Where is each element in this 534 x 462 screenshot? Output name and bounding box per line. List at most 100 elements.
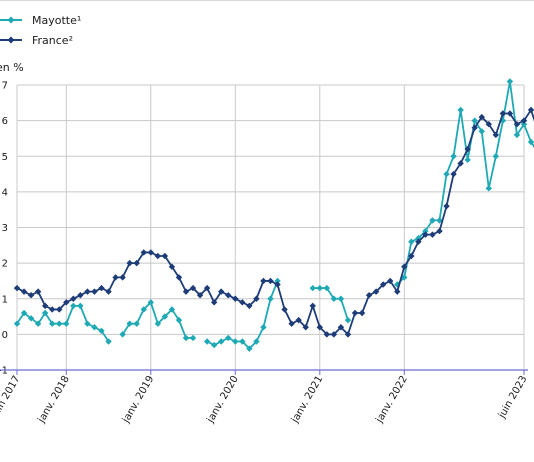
data-point xyxy=(161,313,169,320)
data-point xyxy=(471,124,478,131)
data-point xyxy=(422,227,429,235)
data-point xyxy=(478,113,485,121)
data-point xyxy=(126,320,133,327)
data-point xyxy=(34,320,42,327)
y-unit-label: en % xyxy=(0,61,24,74)
data-point xyxy=(281,306,288,313)
data-point xyxy=(330,331,338,338)
legend: Mayotte¹ France² xyxy=(0,14,81,47)
data-point xyxy=(450,170,457,178)
data-point xyxy=(372,288,380,295)
data-point xyxy=(506,110,514,117)
data-point xyxy=(63,320,70,327)
data-point xyxy=(84,320,91,327)
data-point xyxy=(415,238,422,245)
data-point xyxy=(41,309,49,317)
data-point xyxy=(203,284,211,292)
data-point xyxy=(246,345,253,352)
data-point xyxy=(133,320,140,327)
legend-label-france: France² xyxy=(32,34,73,47)
data-point xyxy=(492,131,500,139)
data-point xyxy=(316,324,323,331)
data-point xyxy=(457,106,464,114)
data-point xyxy=(168,263,176,270)
data-point xyxy=(274,277,281,285)
data-point xyxy=(527,138,534,146)
data-point xyxy=(210,341,218,349)
data-point xyxy=(154,252,162,260)
data-point xyxy=(20,288,28,295)
data-point xyxy=(429,231,436,238)
data-point xyxy=(365,291,373,299)
data-point xyxy=(161,252,169,260)
data-point xyxy=(77,291,84,299)
data-point xyxy=(464,145,471,153)
data-point xyxy=(189,334,197,342)
data-point xyxy=(436,217,443,224)
data-point xyxy=(119,331,126,338)
data-point xyxy=(91,288,98,295)
data-point xyxy=(175,274,183,281)
data-point xyxy=(443,202,450,210)
data-point xyxy=(154,320,162,327)
data-point xyxy=(457,160,464,167)
data-point xyxy=(56,306,63,313)
data-point xyxy=(492,153,500,160)
data-point xyxy=(513,131,521,139)
data-point xyxy=(422,231,429,238)
data-point xyxy=(147,249,154,256)
data-point xyxy=(218,288,225,295)
y-tick-label: 1 xyxy=(2,294,8,305)
data-point xyxy=(323,284,331,292)
data-point xyxy=(337,295,345,302)
data-point xyxy=(394,288,401,295)
data-point xyxy=(253,338,260,345)
data-point xyxy=(408,238,415,245)
data-point xyxy=(63,299,70,306)
data-point xyxy=(196,291,204,299)
data-point xyxy=(98,327,105,335)
data-point xyxy=(27,291,35,299)
data-point xyxy=(232,295,239,302)
data-point xyxy=(415,234,422,242)
data-point xyxy=(126,259,133,267)
y-tick-label: 3 xyxy=(2,223,8,234)
data-point xyxy=(358,309,366,317)
data-point xyxy=(147,299,154,306)
series-france xyxy=(13,106,534,338)
data-point xyxy=(34,288,42,295)
data-point xyxy=(267,295,274,302)
data-point xyxy=(77,302,84,310)
data-point xyxy=(218,338,225,345)
data-point xyxy=(316,284,323,292)
data-point xyxy=(41,302,49,310)
data-point xyxy=(344,316,352,324)
data-point xyxy=(168,306,176,313)
data-point xyxy=(520,120,528,128)
data-point xyxy=(70,302,77,310)
data-point xyxy=(436,227,443,235)
data-point xyxy=(429,217,436,224)
data-point xyxy=(98,284,105,292)
data-point xyxy=(182,288,190,295)
data-point xyxy=(260,277,267,285)
data-point xyxy=(49,320,56,327)
series-mayotte xyxy=(13,78,534,352)
data-point xyxy=(309,302,316,310)
data-point xyxy=(70,295,77,302)
y-tick-label: 4 xyxy=(2,187,8,198)
data-point xyxy=(401,274,408,281)
y-tick-label: 5 xyxy=(2,152,8,163)
legend-diamond-icon-france xyxy=(7,36,15,44)
data-point xyxy=(478,128,485,135)
data-point xyxy=(379,281,387,288)
data-point xyxy=(309,284,316,292)
data-point xyxy=(351,309,359,317)
legend-item-france: France² xyxy=(0,34,73,47)
data-point xyxy=(260,324,267,331)
data-point xyxy=(323,331,331,338)
data-point xyxy=(182,334,190,342)
data-point xyxy=(91,324,98,331)
data-point xyxy=(253,295,260,302)
